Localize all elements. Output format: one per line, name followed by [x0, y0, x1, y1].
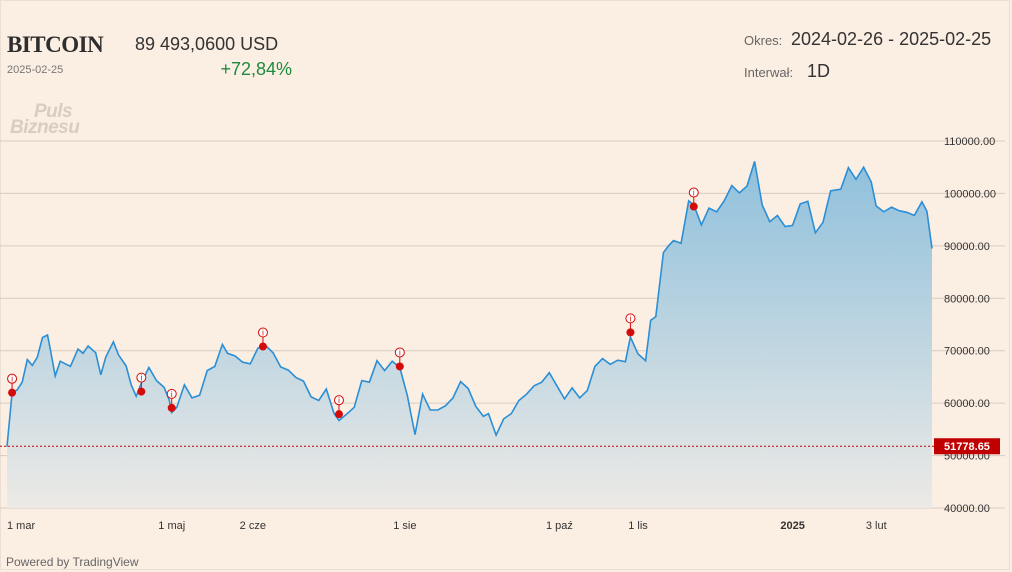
- asset-title: BITCOIN: [7, 32, 104, 57]
- event-marker-badge: [166, 388, 177, 399]
- info-icon: i: [171, 390, 173, 399]
- x-axis: 1 mar 1 maj 2 cze 1 sie 1 paź 1 lis 2025 3 lut: [7, 520, 887, 532]
- period-label: Okres:: [744, 33, 783, 48]
- y-tick-label: 70000.00: [944, 346, 990, 358]
- y-tick-label: 40000.00: [944, 503, 990, 515]
- baseline-label-box: [934, 438, 1000, 455]
- info-icon: i: [11, 375, 13, 384]
- y-axis: 110000.00 100000.00 90000.00 80000.00 70000.…: [944, 136, 996, 515]
- y-tick-label: 100000.00: [944, 188, 996, 200]
- event-marker-dot: [689, 202, 698, 211]
- event-marker[interactable]: i: [166, 388, 177, 412]
- event-marker[interactable]: i: [688, 187, 699, 211]
- puls-biznesu-logo: Puls Biznesu: [10, 101, 80, 138]
- event-marker-badge: [688, 187, 699, 198]
- last-date: 2025-02-25: [7, 64, 64, 76]
- event-marker[interactable]: i: [257, 327, 268, 351]
- event-marker-dot: [167, 403, 176, 412]
- event-marker[interactable]: i: [136, 372, 147, 396]
- period-selector[interactable]: 2024-02-26 - 2025-02-25: [791, 29, 992, 49]
- x-tick-label: 1 mar: [7, 520, 35, 532]
- y-tick-label: 110000.00: [944, 136, 995, 148]
- x-tick-label: 1 sie: [393, 520, 416, 532]
- event-marker-dot: [334, 410, 343, 419]
- last-price: 89 493,0600 USD: [135, 34, 279, 54]
- event-marker[interactable]: i: [333, 395, 344, 419]
- price-line[interactable]: [6, 161, 933, 447]
- event-marker-badge: [333, 395, 344, 406]
- event-marker-badge: [394, 347, 405, 358]
- event-markers[interactable]: i i i i i i i i: [7, 187, 699, 419]
- event-marker-dot: [626, 328, 635, 337]
- info-icon: i: [262, 329, 264, 338]
- event-marker-badge: [625, 313, 636, 324]
- price-change: +72,84%: [220, 59, 292, 79]
- info-icon: i: [338, 396, 340, 405]
- event-marker-badge: [136, 372, 147, 383]
- x-tick-label: 1 maj: [158, 520, 185, 532]
- event-marker-dot: [137, 387, 146, 396]
- event-marker-dot: [258, 342, 267, 351]
- x-tick-label: 1 paź: [546, 520, 573, 532]
- info-icon: i: [693, 189, 695, 198]
- x-tick-label: 2025: [780, 520, 804, 532]
- event-marker[interactable]: i: [7, 373, 18, 397]
- event-marker[interactable]: i: [394, 347, 405, 371]
- event-marker[interactable]: i: [625, 313, 636, 337]
- baseline-value: 51778.65: [944, 441, 990, 453]
- interval-label: Interwał:: [744, 65, 794, 80]
- x-tick-label: 2 cze: [240, 520, 266, 532]
- info-icon: i: [399, 348, 401, 357]
- event-marker-dot: [395, 362, 404, 371]
- x-tick-label: 3 lut: [866, 520, 887, 532]
- interval-selector[interactable]: 1D: [807, 61, 831, 81]
- info-icon: i: [140, 374, 142, 383]
- event-marker-badge: [257, 327, 268, 338]
- x-tick-label: 1 lis: [628, 520, 648, 532]
- baseline-label: 51778.65: [934, 438, 1000, 455]
- event-marker-badge: [7, 373, 18, 384]
- y-tick-label: 60000.00: [944, 398, 990, 410]
- info-icon: i: [629, 314, 631, 323]
- price-area: [7, 161, 932, 508]
- y-tick-label: 90000.00: [944, 241, 990, 253]
- event-marker-dot: [8, 388, 17, 397]
- powered-by[interactable]: Powered by TradingView: [6, 555, 139, 569]
- y-tick-label: 80000.00: [944, 293, 990, 305]
